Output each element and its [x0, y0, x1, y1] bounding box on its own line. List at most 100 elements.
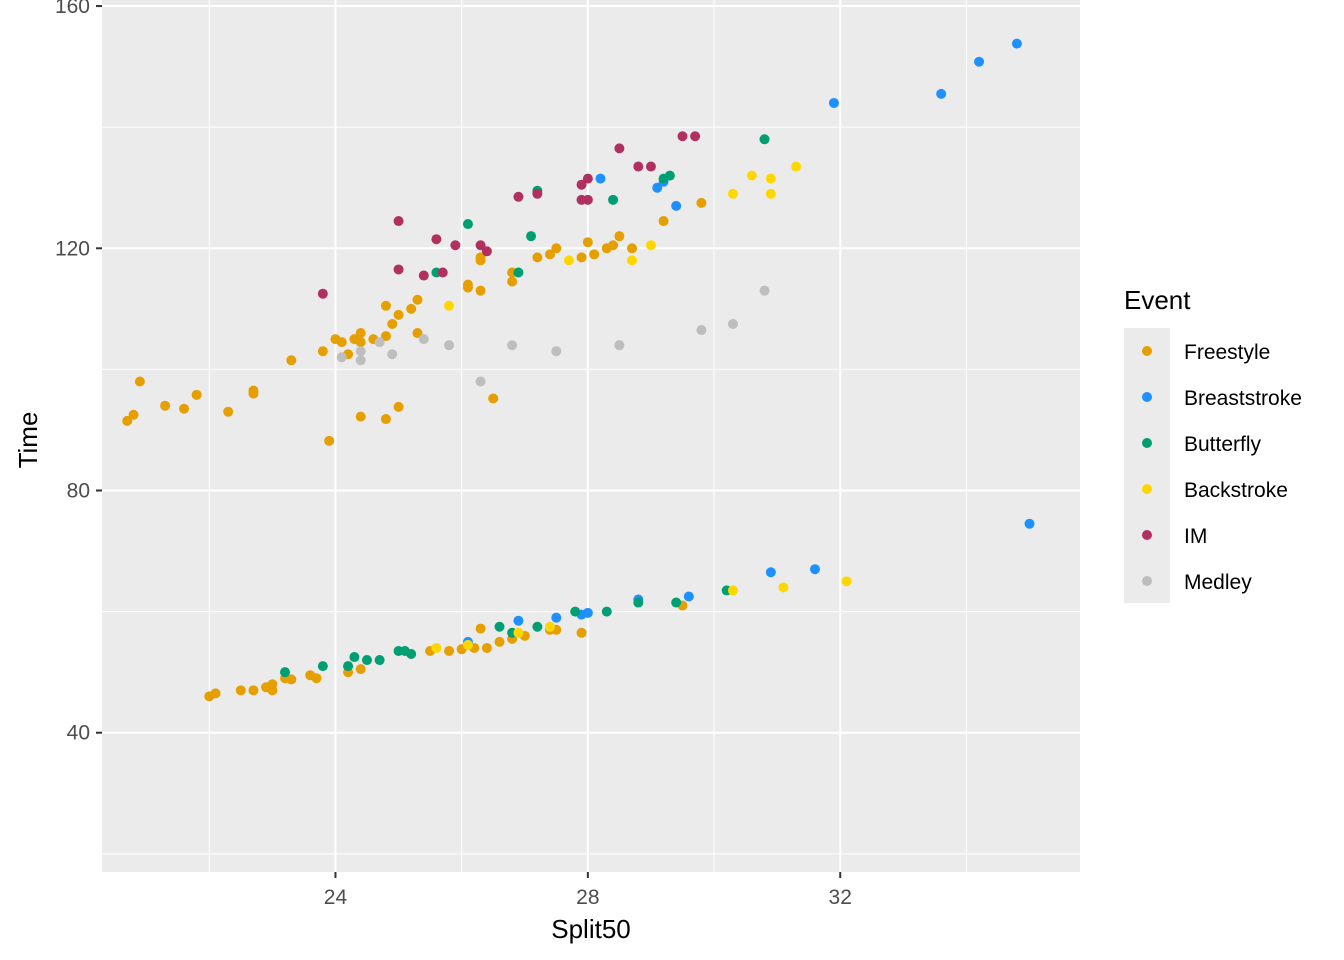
point-freestyle	[494, 636, 505, 647]
x-axis-title: Split50	[551, 914, 631, 944]
point-im	[418, 270, 429, 281]
legend-key-im	[1142, 530, 1152, 540]
point-breaststroke	[974, 56, 985, 67]
point-freestyle	[658, 216, 669, 227]
point-freestyle	[406, 303, 417, 314]
point-backstroke	[513, 627, 524, 638]
point-breaststroke	[595, 173, 606, 184]
point-freestyle	[387, 318, 398, 329]
legend: Event Freestyle Breaststroke Butterfly Back…	[1124, 285, 1302, 603]
point-breaststroke	[671, 200, 682, 211]
point-butterfly	[759, 134, 770, 145]
point-breaststroke	[652, 182, 663, 193]
point-freestyle	[393, 309, 404, 320]
point-freestyle	[589, 249, 600, 260]
point-butterfly	[601, 606, 612, 617]
x-axis: 24 28 32	[324, 872, 852, 909]
point-butterfly	[532, 621, 543, 632]
point-im	[677, 131, 688, 142]
point-freestyle	[608, 240, 619, 251]
point-breaststroke	[828, 97, 839, 108]
point-freestyle	[576, 627, 587, 638]
point-freestyle	[317, 346, 328, 357]
point-im	[393, 264, 404, 275]
point-butterfly	[664, 170, 675, 181]
legend-label-freestyle: Freestyle	[1184, 341, 1270, 364]
point-im	[513, 191, 524, 202]
point-im	[614, 143, 625, 154]
point-freestyle	[696, 197, 707, 208]
point-medley	[418, 334, 429, 345]
point-backstroke	[563, 255, 574, 266]
point-butterfly	[406, 649, 417, 659]
point-im	[431, 234, 442, 245]
point-backstroke	[746, 170, 757, 181]
point-backstroke	[791, 161, 802, 172]
point-freestyle	[393, 401, 404, 412]
point-breaststroke	[1024, 518, 1035, 529]
point-backstroke	[727, 188, 738, 199]
point-backstroke	[431, 642, 442, 653]
point-breaststroke	[683, 591, 694, 602]
point-freestyle	[532, 252, 543, 263]
legend-label-backstroke: Backstroke	[1184, 479, 1288, 502]
point-freestyle	[475, 285, 486, 296]
legend-label-butterfly: Butterfly	[1184, 433, 1262, 456]
point-freestyle	[134, 376, 145, 387]
point-medley	[759, 285, 770, 296]
point-freestyle	[614, 231, 625, 242]
point-im	[582, 194, 593, 205]
point-backstroke	[462, 639, 473, 650]
point-butterfly	[513, 267, 524, 278]
point-freestyle	[488, 393, 499, 404]
point-medley	[374, 337, 385, 348]
legend-key-medley	[1142, 576, 1152, 586]
point-backstroke	[645, 240, 656, 251]
point-freestyle	[355, 411, 366, 422]
point-freestyle	[412, 328, 423, 339]
point-medley	[444, 340, 455, 351]
x-tick-label: 24	[324, 886, 348, 909]
legend-key-background	[1124, 328, 1170, 603]
point-breaststroke	[1011, 38, 1022, 49]
point-freestyle	[551, 243, 562, 254]
point-medley	[336, 352, 347, 363]
point-im	[450, 240, 461, 251]
point-breaststroke	[513, 615, 524, 626]
point-freestyle	[267, 679, 278, 690]
point-freestyle	[380, 331, 391, 342]
point-breaststroke	[551, 612, 562, 623]
point-freestyle	[235, 685, 246, 696]
point-backstroke	[727, 585, 738, 596]
point-freestyle	[128, 409, 139, 420]
point-medley	[475, 376, 486, 387]
point-im	[633, 161, 644, 172]
point-medley	[614, 340, 625, 351]
legend-title: Event	[1124, 285, 1191, 315]
point-freestyle	[355, 328, 366, 339]
point-freestyle	[412, 294, 423, 305]
point-freestyle	[462, 282, 473, 293]
point-freestyle	[355, 337, 366, 348]
point-freestyle	[627, 243, 638, 254]
x-tick-label: 28	[576, 886, 599, 909]
point-backstroke	[778, 582, 789, 593]
point-im	[690, 131, 701, 142]
point-freestyle	[324, 435, 335, 446]
point-butterfly	[343, 661, 354, 672]
point-butterfly	[494, 621, 505, 632]
point-backstroke	[765, 188, 776, 199]
legend-label-breaststroke: Breaststroke	[1184, 387, 1302, 410]
point-im	[437, 267, 448, 278]
point-backstroke	[627, 255, 638, 266]
point-freestyle	[507, 276, 518, 287]
x-tick-label: 32	[829, 886, 852, 909]
point-medley	[355, 355, 366, 366]
legend-label-medley: Medley	[1184, 571, 1252, 594]
point-butterfly	[279, 667, 290, 678]
legend-label-im: IM	[1184, 525, 1207, 548]
point-freestyle	[355, 664, 366, 675]
point-breaststroke	[582, 607, 593, 618]
y-axis-title: Time	[13, 412, 43, 469]
